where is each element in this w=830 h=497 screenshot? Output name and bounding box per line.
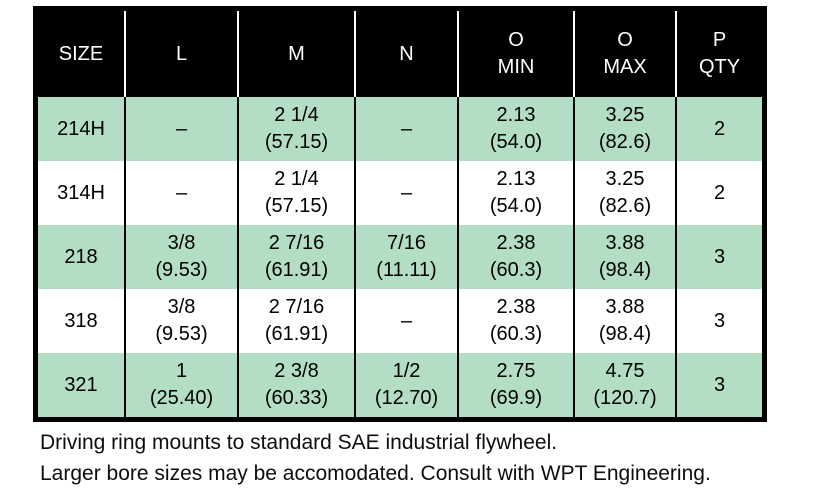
cell-size: 218	[38, 225, 126, 289]
table-header-row: SIZE L M N O MIN O MAX P QTY	[38, 11, 762, 97]
cell-l: 3/8 (9.53)	[126, 225, 239, 289]
cell-o-max: 3.88 (98.4)	[575, 289, 677, 353]
cell-m: 2 7/16 (61.91)	[239, 289, 356, 353]
table-row: 318 3/8 (9.53) 2 7/16 (61.91) –2.38 (60.3) 3.88…	[38, 289, 762, 353]
cell-size: 214H	[38, 97, 126, 161]
cell-o-max: 3.88 (98.4)	[575, 225, 677, 289]
column-header-size: SIZE	[38, 11, 126, 97]
cell-p-qty: 3	[713, 245, 726, 268]
cell-size: 314H	[38, 161, 126, 225]
cell-n: –	[356, 161, 459, 225]
notes: Driving ring mounts to standard SAE indu…	[40, 427, 711, 489]
column-header-o-max: O MAX	[575, 11, 677, 97]
cell-n: –	[356, 289, 459, 353]
cell-size: 321	[38, 353, 126, 417]
table-row: 314H –2 1/4 (57.15) –2.13 (54.0) 3.25 (82.6) 2	[38, 161, 762, 225]
cell-m: 2 3/8 (60.33)	[239, 353, 356, 417]
cell-l: 1 (25.40)	[126, 353, 239, 417]
cell-l: 3/8 (9.53)	[126, 289, 239, 353]
cell-l: –	[126, 97, 239, 161]
column-header-m: M	[239, 11, 356, 97]
cell-n: –	[356, 97, 459, 161]
note-line-1: Driving ring mounts to standard SAE indu…	[40, 431, 558, 454]
cell-p-qty: 2	[713, 181, 726, 204]
table-row: 214H –2 1/4 (57.15) –2.13 (54.0) 3.25 (82.6) 2	[38, 97, 762, 161]
specification-table: SIZE L M N O MIN O MAX P QTY 214H –2 1/4 (57.15) –2.…	[33, 6, 767, 422]
cell-o-min: 2.75 (69.9)	[459, 353, 575, 417]
table-row: 218 3/8 (9.53) 2 7/16 (61.91) 7/16 (11.11) 2.38…	[38, 225, 762, 289]
column-header-p-qty: P QTY	[698, 29, 741, 78]
table-row: 321 1 (25.40) 2 3/8 (60.33) 1/2 (12.70) 2.75 (69…	[38, 353, 762, 417]
cell-o-max: 4.75 (120.7)	[575, 353, 677, 417]
cell-n: 1/2 (12.70)	[356, 353, 459, 417]
table-body: 214H –2 1/4 (57.15) –2.13 (54.0) 3.25 (82.6) 2 3…	[38, 97, 762, 417]
cell-m: 2 1/4 (57.15)	[239, 161, 356, 225]
cell-o-max: 3.25 (82.6)	[575, 97, 677, 161]
cell-p-qty: 3	[713, 373, 726, 396]
cell-o-min: 2.13 (54.0)	[459, 97, 575, 161]
note-line-2: Larger bore sizes may be accomodated. Co…	[40, 462, 711, 485]
cell-o-max: 3.25 (82.6)	[575, 161, 677, 225]
cell-p-qty: 2	[713, 117, 726, 140]
cell-m: 2 7/16 (61.91)	[239, 225, 356, 289]
cell-n: 7/16 (11.11)	[356, 225, 459, 289]
column-header-l: L	[126, 11, 239, 97]
cell-m: 2 1/4 (57.15)	[239, 97, 356, 161]
cell-o-min: 2.38 (60.3)	[459, 289, 575, 353]
cell-o-min: 2.38 (60.3)	[459, 225, 575, 289]
cell-o-min: 2.13 (54.0)	[459, 161, 575, 225]
cell-size: 318	[38, 289, 126, 353]
column-header-n: N	[356, 11, 459, 97]
cell-p-qty: 3	[713, 309, 726, 332]
cell-l: –	[126, 161, 239, 225]
column-header-o-min: O MIN	[459, 11, 575, 97]
